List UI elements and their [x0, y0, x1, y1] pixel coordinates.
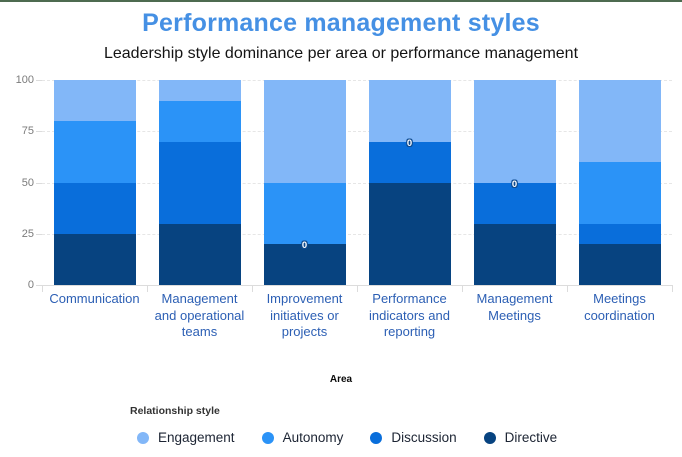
legend-swatch-engagement [137, 431, 149, 444]
data-label-zero: 0 [301, 240, 308, 251]
stacked-bar-4: 0 [368, 80, 451, 285]
data-label-zero: 0 [406, 137, 413, 149]
stacked-bar-2 [158, 80, 241, 285]
x-tick-mark [147, 285, 148, 292]
x-tick-mark [672, 285, 673, 292]
bar-segment-discussion[interactable] [578, 223, 661, 244]
y-tick-mark [36, 131, 42, 133]
category-label-1: Communication [49, 291, 140, 306]
y-tick-label: 25 [21, 227, 34, 240]
window-edge-strip [0, 0, 682, 2]
y-tick-mark [36, 182, 42, 184]
y-tick-label: 0 [27, 279, 34, 291]
bar-cell-3: 0 [252, 80, 357, 285]
category-label-5: Management Meetings [476, 291, 553, 323]
bar-cell-1 [42, 80, 147, 285]
bar-segment-engagement[interactable] [578, 80, 661, 162]
bar-segment-discussion[interactable] [473, 182, 556, 224]
legend-label: Engagement [158, 430, 235, 445]
category-label-2: Management and operational teams [154, 291, 245, 340]
x-tick-mark [462, 285, 463, 292]
legend-item-autonomy[interactable]: Autonomy [261, 430, 344, 445]
bar-cell-6 [567, 80, 672, 285]
x-axis-title: Area [329, 374, 353, 385]
category-label-4: Performance indicators and reporting [369, 291, 450, 340]
bar-cell-5: 0 [462, 80, 567, 285]
chart-title: Performance management styles [142, 9, 540, 37]
x-tick-mark [567, 285, 568, 292]
legend-item-discussion[interactable]: Discussion [370, 430, 457, 445]
bar-segment-directive[interactable] [263, 244, 346, 285]
y-tick-mark [36, 80, 42, 81]
bar-segment-engagement[interactable] [263, 80, 346, 183]
bar-cell-4: 0 [357, 80, 462, 285]
legend-swatch-directive [483, 431, 496, 444]
x-tick-mark [252, 285, 253, 292]
legend-item-engagement[interactable]: Engagement [137, 430, 235, 445]
x-tick-mark [357, 285, 358, 292]
legend-label: Discussion [391, 430, 457, 445]
bar-segment-directive[interactable] [578, 244, 661, 285]
stacked-bar-1 [53, 80, 136, 285]
bar-segment-engagement[interactable] [473, 80, 556, 183]
gridline-100 [42, 80, 672, 81]
legend-label: Autonomy [282, 430, 344, 445]
bar-series-container: 0 0 0 [42, 80, 672, 285]
bar-cell-2 [147, 80, 252, 285]
legend-swatch-autonomy [261, 431, 274, 444]
category-label-6: Meetings coordination [584, 291, 655, 323]
stacked-bar-6 [578, 80, 661, 285]
category-label-3: Improvement initiatives or projects [266, 291, 343, 340]
x-axis-labels: Communication Management and operational … [42, 291, 672, 341]
legend-swatch-discussion [370, 431, 383, 444]
gridline-25 [42, 233, 672, 235]
bar-segment-discussion[interactable] [368, 141, 451, 183]
gridline-50 [42, 182, 672, 184]
x-axis-line [36, 285, 672, 286]
bar-segment-engagement[interactable] [368, 80, 451, 142]
y-tick-mark [36, 233, 42, 235]
stacked-bar-5: 0 [473, 80, 556, 285]
legend: Engagement Autonomy Discussion Directive [137, 430, 557, 445]
y-tick-label: 75 [21, 125, 34, 138]
bar-segment-autonomy[interactable] [158, 100, 241, 142]
chart-subtitle: Leadership style dominance per area or p… [103, 45, 579, 62]
gridline-75 [42, 131, 672, 133]
legend-title: Relationship style [130, 405, 220, 417]
bar-segment-discussion[interactable] [158, 141, 241, 224]
bar-segment-autonomy[interactable] [263, 182, 346, 244]
y-tick-label: 100 [15, 74, 34, 86]
bar-segment-directive[interactable] [53, 233, 136, 285]
data-label-zero: 0 [511, 178, 518, 190]
plot-area: 0 0 0 [42, 80, 672, 285]
bar-segment-directive[interactable] [158, 223, 241, 285]
y-tick-label: 50 [21, 176, 34, 189]
bar-segment-discussion[interactable] [53, 182, 136, 234]
legend-item-directive[interactable]: Directive [483, 430, 558, 445]
bar-segment-autonomy[interactable] [578, 162, 661, 224]
x-tick-mark [42, 285, 43, 292]
bar-segment-autonomy[interactable] [53, 121, 136, 183]
stacked-bar-3: 0 [263, 80, 346, 285]
bar-segment-engagement[interactable] [158, 80, 241, 101]
legend-label: Directive [504, 430, 558, 445]
bar-segment-directive[interactable] [473, 223, 556, 285]
bar-segment-directive[interactable] [368, 182, 451, 285]
bar-segment-engagement[interactable] [53, 80, 136, 121]
